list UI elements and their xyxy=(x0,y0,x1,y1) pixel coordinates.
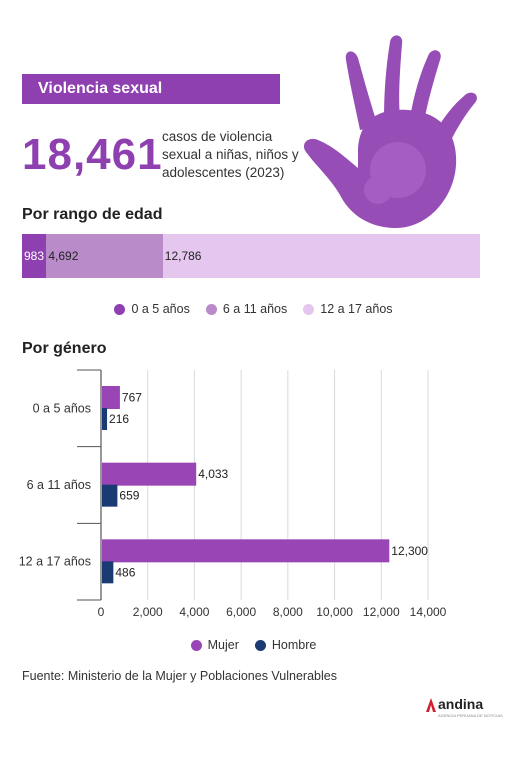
logo-name: andina xyxy=(438,696,484,712)
andina-logo-icon xyxy=(426,698,436,712)
bar-mujer xyxy=(102,462,197,486)
x-tick-label: 8,000 xyxy=(273,605,303,619)
category-label: 12 a 17 años xyxy=(19,555,91,569)
age-value-6-11: 4,692 xyxy=(48,249,79,263)
legend-item-12-17: 12 a 17 años xyxy=(303,302,393,316)
data-label: 216 xyxy=(109,412,129,426)
x-tick-label: 2,000 xyxy=(133,605,163,619)
gender-legend: Mujer Hombre xyxy=(0,638,507,652)
headline-description: casos de violencia sexual a niñas, niños… xyxy=(162,129,299,180)
section-banner: Violencia sexual xyxy=(22,74,280,104)
legend-label-mujer: Mujer xyxy=(207,638,239,652)
source-note: Fuente: Ministerio de la Mujer y Poblaci… xyxy=(22,669,337,683)
legend-item-hombre: Hombre xyxy=(254,638,317,652)
andina-logo: andina AGENCIA PERUANA DE NOTICIAS xyxy=(424,694,503,720)
banner-title: Violencia sexual xyxy=(38,80,163,97)
x-tick-label: 12,000 xyxy=(363,605,400,619)
age-value-0-5: 983 xyxy=(24,249,45,263)
legend-dot-6-11 xyxy=(205,303,217,315)
age-legend: 0 a 5 años 6 a 11 años 12 a 17 años xyxy=(0,302,507,316)
headline-number: 18,461 xyxy=(22,130,163,179)
x-tick-label: 10,000 xyxy=(316,605,353,619)
bar-hombre xyxy=(102,561,114,584)
x-tick-label: 4,000 xyxy=(179,605,209,619)
legend-dot-0-5 xyxy=(114,303,126,315)
bar-mujer xyxy=(102,539,390,563)
category-label: 6 a 11 años xyxy=(27,478,91,492)
legend-dot-hombre xyxy=(254,639,266,651)
data-label: 12,300 xyxy=(391,544,428,558)
age-stacked-bar: 983 4,692 12,786 xyxy=(22,234,480,278)
data-label: 767 xyxy=(122,391,142,405)
legend-label-hombre: Hombre xyxy=(271,638,317,652)
bar-mujer xyxy=(102,386,120,409)
age-section-title: Por rango de edad xyxy=(22,206,163,223)
legend-label-6-11: 6 a 11 años xyxy=(222,302,288,316)
gender-section-title: Por género xyxy=(22,340,107,357)
category-label: 0 a 5 años xyxy=(33,401,91,415)
logo-tagline: AGENCIA PERUANA DE NOTICIAS xyxy=(438,713,503,718)
bar-hombre xyxy=(102,408,108,430)
legend-dot-mujer xyxy=(190,639,202,651)
data-label: 659 xyxy=(119,489,139,503)
x-tick-label: 14,000 xyxy=(410,605,447,619)
legend-item-mujer: Mujer xyxy=(190,638,239,652)
legend-item-6-11: 6 a 11 años xyxy=(205,302,288,316)
age-value-12-17: 12,786 xyxy=(164,249,202,263)
bar-hombre xyxy=(102,484,118,507)
age-segment-12-17: 12,786 xyxy=(162,234,480,278)
handprint-icon xyxy=(303,35,477,228)
age-segment-6-11: 4,692 xyxy=(46,234,163,278)
age-segment-0-5: 983 xyxy=(22,234,47,278)
legend-label-0-5: 0 a 5 años xyxy=(131,302,190,316)
gender-bar-chart: 0 2,000 4,000 6,000 8,000 10,000 12,000 14,000 0… xyxy=(19,369,447,619)
legend-item-0-5: 0 a 5 años xyxy=(114,302,190,316)
legend-dot-12-17 xyxy=(303,303,315,315)
legend-label-12-17: 12 a 17 años xyxy=(320,302,393,316)
data-label: 486 xyxy=(115,565,135,579)
x-tick-label: 6,000 xyxy=(226,605,256,619)
data-label: 4,033 xyxy=(198,467,228,481)
x-tick-label: 0 xyxy=(98,605,105,619)
